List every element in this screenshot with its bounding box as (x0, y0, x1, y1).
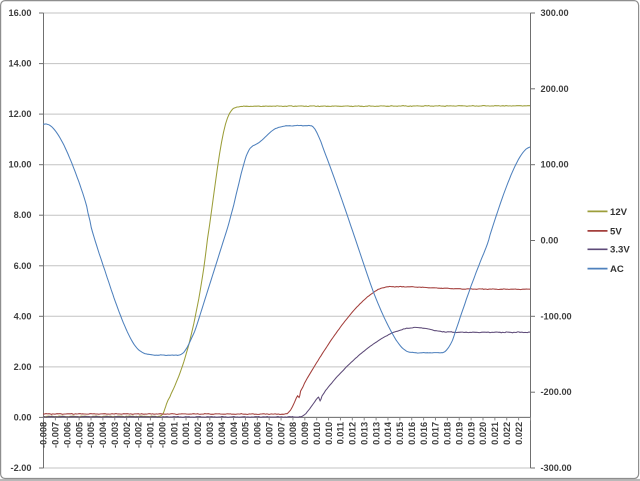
svg-text:0.011: 0.011 (336, 422, 346, 444)
svg-text:0.021: 0.021 (490, 422, 500, 445)
svg-text:0.014: 0.014 (383, 421, 393, 445)
svg-text:0.019: 0.019 (466, 422, 476, 445)
svg-text:-0.001: -0.001 (146, 422, 156, 448)
svg-text:8.00: 8.00 (14, 210, 32, 220)
svg-text:-100.00: -100.00 (541, 311, 572, 321)
svg-text:0.013: 0.013 (371, 422, 381, 445)
svg-text:0.001: 0.001 (181, 422, 191, 445)
svg-text:0.019: 0.019 (454, 422, 464, 445)
svg-text:0.007: 0.007 (276, 422, 286, 445)
svg-text:0.004: 0.004 (229, 421, 239, 445)
svg-text:0.015: 0.015 (395, 422, 405, 445)
svg-text:-200.00: -200.00 (541, 387, 572, 397)
svg-text:-2.00: -2.00 (11, 463, 32, 473)
svg-text:-0.002: -0.002 (134, 422, 144, 448)
svg-text:0.00: 0.00 (541, 236, 559, 246)
svg-text:-0.006: -0.006 (62, 422, 72, 448)
svg-text:0.022: 0.022 (514, 422, 524, 445)
svg-text:0.004: 0.004 (217, 421, 227, 445)
svg-text:16.00: 16.00 (9, 8, 32, 18)
svg-text:4.00: 4.00 (14, 311, 32, 321)
svg-text:12V: 12V (610, 207, 628, 218)
svg-text:-0.003: -0.003 (110, 422, 120, 448)
svg-text:0.010: 0.010 (312, 422, 322, 445)
svg-text:200.00: 200.00 (541, 84, 569, 94)
svg-text:0.003: 0.003 (205, 422, 215, 445)
svg-text:0.013: 0.013 (359, 422, 369, 445)
svg-text:0.002: 0.002 (193, 422, 203, 445)
svg-text:300.00: 300.00 (541, 8, 569, 18)
svg-text:0.001: 0.001 (169, 422, 179, 445)
svg-text:0.009: 0.009 (300, 422, 310, 445)
svg-text:-0.005: -0.005 (74, 422, 84, 448)
svg-text:0.017: 0.017 (431, 422, 441, 445)
svg-text:6.00: 6.00 (14, 261, 32, 271)
svg-text:-0.005: -0.005 (86, 422, 96, 448)
svg-text:0.006: 0.006 (253, 422, 263, 445)
svg-text:0.010: 0.010 (324, 422, 334, 445)
svg-text:-0.000: -0.000 (157, 422, 167, 448)
svg-text:0.022: 0.022 (502, 422, 512, 445)
svg-text:14.00: 14.00 (9, 59, 32, 69)
svg-text:0.020: 0.020 (478, 422, 488, 445)
svg-text:0.00: 0.00 (14, 412, 32, 422)
svg-text:0.016: 0.016 (419, 422, 429, 445)
svg-text:-0.002: -0.002 (122, 422, 132, 448)
svg-text:0.012: 0.012 (348, 422, 358, 445)
svg-text:0.008: 0.008 (288, 422, 298, 445)
svg-text:5V: 5V (610, 226, 622, 237)
svg-text:0.007: 0.007 (264, 422, 274, 445)
svg-text:2.00: 2.00 (14, 362, 32, 372)
svg-text:-0.008: -0.008 (39, 422, 49, 448)
svg-text:-0.007: -0.007 (51, 422, 61, 448)
svg-text:-300.00: -300.00 (541, 463, 572, 473)
svg-text:100.00: 100.00 (541, 160, 569, 170)
svg-text:-0.004: -0.004 (98, 421, 108, 448)
svg-text:0.018: 0.018 (443, 422, 453, 445)
svg-text:12.00: 12.00 (9, 109, 32, 119)
svg-text:3.3V: 3.3V (610, 245, 630, 256)
svg-text:0.016: 0.016 (407, 422, 417, 445)
svg-text:0.005: 0.005 (241, 422, 251, 445)
svg-text:10.00: 10.00 (9, 160, 32, 170)
svg-text:AC: AC (610, 264, 624, 275)
